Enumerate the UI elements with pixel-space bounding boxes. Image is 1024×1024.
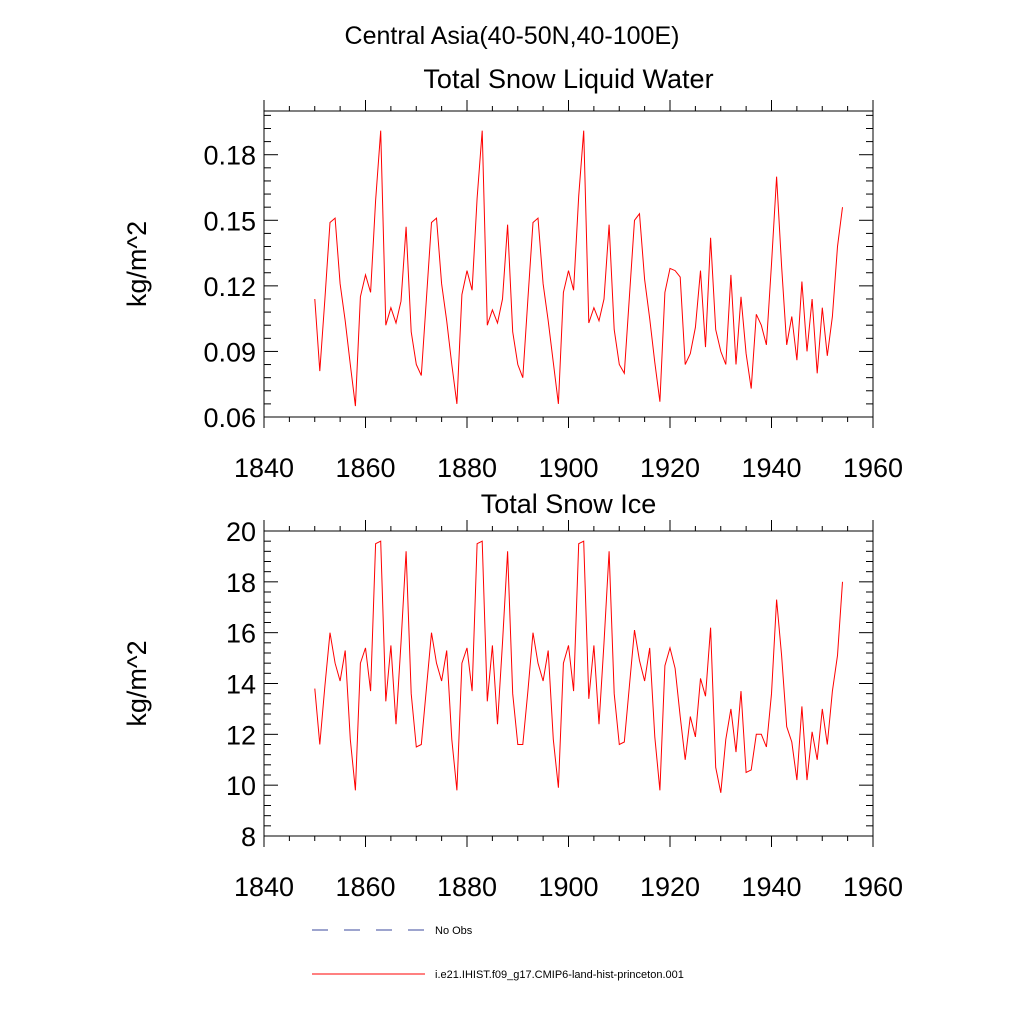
- x-tick-label: 1860: [335, 453, 395, 483]
- x-tick-label: 1960: [843, 453, 903, 483]
- legend-label-no-obs: No Obs: [435, 925, 473, 937]
- y-axis-label: kg/m^2: [122, 221, 152, 307]
- series-line-1: [314, 540, 843, 793]
- y-tick-label: 12: [226, 720, 256, 750]
- y-tick-label: 18: [226, 568, 256, 598]
- chart-title: Total Snow Ice: [481, 489, 657, 519]
- y-tick-label: 0.09: [203, 337, 256, 367]
- y-tick-label: 0.18: [203, 141, 256, 171]
- x-tick-label: 1920: [640, 872, 700, 902]
- chart-panel-2: Total Snow Ice 1840 1860 1880 1900 1920 1940 19…: [122, 489, 903, 902]
- y-tick-label: 10: [226, 771, 256, 801]
- x-tick-label: 1960: [843, 872, 903, 902]
- y-tick-label: 20: [226, 517, 256, 547]
- x-tick-label: 1940: [741, 453, 801, 483]
- x-tick-label: 1880: [437, 453, 497, 483]
- legend: No Obs i.e21.IHIST.f09_g17.CMIP6-land-hi…: [312, 925, 684, 981]
- x-tick-label: 1860: [335, 872, 395, 902]
- y-tick-label: 0.06: [203, 403, 256, 433]
- x-tick-label: 1940: [741, 872, 801, 902]
- x-tick-label: 1840: [234, 872, 294, 902]
- chart-title: Total Snow Liquid Water: [423, 64, 713, 94]
- legend-label-simulation: i.e21.IHIST.f09_g17.CMIP6-land-hist-prin…: [435, 969, 684, 981]
- y-tick-label: 8: [241, 822, 256, 852]
- x-tick-label: 1880: [437, 872, 497, 902]
- series-line-1: [314, 130, 843, 407]
- x-tick-label: 1900: [538, 453, 598, 483]
- main-title: Central Asia(40-50N,40-100E): [345, 22, 680, 50]
- x-tick-label: 1900: [538, 872, 598, 902]
- y-axis-label: kg/m^2: [122, 640, 152, 726]
- panels: Total Snow Liquid Water 1840 1860 1880 1900 1…: [122, 64, 903, 902]
- y-tick-label: 0.12: [203, 272, 256, 302]
- x-tick-label: 1840: [234, 453, 294, 483]
- y-tick-label: 0.15: [203, 206, 256, 236]
- x-tick-label: 1920: [640, 453, 700, 483]
- y-tick-label: 14: [226, 670, 256, 700]
- y-tick-label: 16: [226, 619, 256, 649]
- chart-panel-1: Total Snow Liquid Water 1840 1860 1880 1900 1…: [122, 64, 903, 483]
